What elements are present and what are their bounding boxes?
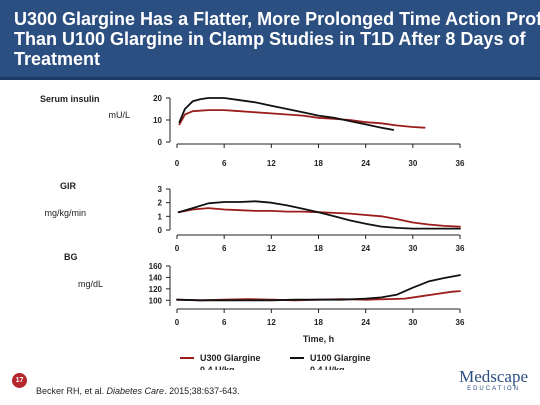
chart-1-x-tick-label: 12 xyxy=(267,159,276,168)
chart-2-y-tick-label: 1 xyxy=(158,212,163,221)
title-line-2: Than U100 Glargine in Clamp Studies in T… xyxy=(14,29,526,49)
chart-1-panel-name: Serum insulin xyxy=(40,94,100,104)
chart-1-x-tick-label: 36 xyxy=(456,159,465,168)
chart-3-x-tick-label: 6 xyxy=(222,318,227,327)
chart-2-x-tick-label: 0 xyxy=(175,244,180,253)
chart-3-y-tick-label: 160 xyxy=(149,262,163,271)
chart-2-x-tick-label: 30 xyxy=(408,244,417,253)
chart-3-y-tick-label: 140 xyxy=(149,273,163,282)
slide-number: 17 xyxy=(12,373,27,388)
chart-2-x-tick-label: 36 xyxy=(456,244,465,253)
chart-1-y-tick-label: 0 xyxy=(158,138,163,147)
chart-3-panel-name: BG xyxy=(64,252,78,262)
chart-1-x-tick-label: 0 xyxy=(175,159,180,168)
citation: Becker RH, et al. Diabetes Care. 2015;38… xyxy=(36,386,240,396)
chart-2-y-tick-label: 3 xyxy=(158,185,163,194)
chart-2-y-tick-label: 0 xyxy=(158,226,163,235)
chart-3-x-tick-label: 30 xyxy=(408,318,417,327)
chart-3-x-tick-label: 36 xyxy=(456,318,465,327)
chart-2-series-u100-line xyxy=(177,200,461,230)
chart-3-x-tick-label: 12 xyxy=(267,318,276,327)
chart-1-series-u300-line xyxy=(178,109,426,129)
chart-1-series-u100-line xyxy=(178,97,395,131)
chart-1-y-tick-label: 20 xyxy=(153,94,162,103)
chart-2-panel-name: GIR xyxy=(60,181,77,191)
citation-details: . 2015;38:637-643. xyxy=(164,386,240,396)
chart-3-series-u100-line xyxy=(176,274,461,302)
medscape-logo: Medscape EDUCATION xyxy=(459,368,528,393)
chart-3-x-tick-label: 18 xyxy=(314,318,323,327)
chart-2-series-u300-line xyxy=(177,207,461,228)
chart-2-x-tick-label: 18 xyxy=(314,244,323,253)
legend-label-1: U300 Glargine xyxy=(200,353,261,363)
chart-2-x-tick-label: 6 xyxy=(222,244,227,253)
chart-1-y-tick-label: 10 xyxy=(153,116,162,125)
citation-authors: Becker RH, et al. xyxy=(36,386,107,396)
chart-1-x-tick-label: 24 xyxy=(361,159,370,168)
slide-title: U300 Glargine Has a Flatter, More Prolon… xyxy=(14,9,540,69)
chart-1-x-tick-label: 30 xyxy=(408,159,417,168)
title-bar: U300 Glargine Has a Flatter, More Prolon… xyxy=(0,0,540,80)
chart-3-x-tick-label: 0 xyxy=(175,318,180,327)
chart-2-x-tick-label: 12 xyxy=(267,244,276,253)
legend-label-2: U100 Glargine xyxy=(310,353,371,363)
chart-1-y-unit-label: mU/L xyxy=(108,110,130,120)
chart-2-x-tick-label: 24 xyxy=(361,244,370,253)
citation-journal: Diabetes Care xyxy=(106,386,165,396)
chart-3-y-unit-label: mg/dL xyxy=(78,279,103,289)
chart-3-y-tick-label: 120 xyxy=(149,285,163,294)
chart-3-x-tick-label: 24 xyxy=(361,318,370,327)
legend-dose-1: 0.4 U/kg xyxy=(200,365,235,370)
chart-2-y-tick-label: 2 xyxy=(158,199,163,208)
chart-3-x-axis-title: Time, h xyxy=(303,334,334,344)
legend-dose-2: 0.4 U/kg xyxy=(310,365,345,370)
logo-sub-text: EDUCATION xyxy=(467,386,520,392)
chart-1-x-tick-label: 6 xyxy=(222,159,227,168)
logo-main-text: Medscape xyxy=(459,367,528,386)
title-line-1: U300 Glargine Has a Flatter, More Prolon… xyxy=(14,9,540,29)
title-line-3: Treatment xyxy=(14,49,101,69)
chart-1-x-tick-label: 18 xyxy=(314,159,323,168)
chart-3-y-tick-label: 100 xyxy=(149,296,163,305)
chart-2-y-unit-label: mg/kg/min xyxy=(44,208,86,218)
